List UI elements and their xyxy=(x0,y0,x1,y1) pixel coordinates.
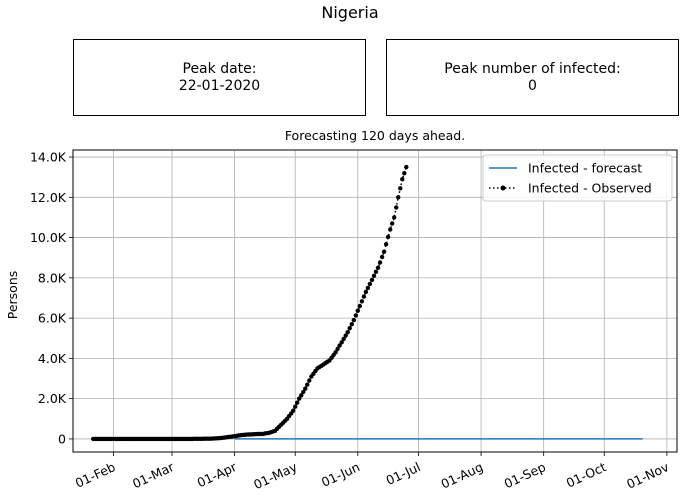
observed-point xyxy=(361,294,367,299)
observed-point xyxy=(396,195,401,200)
observed-point xyxy=(297,396,302,401)
plot-frame xyxy=(72,149,678,453)
legend-observed-marker xyxy=(500,185,506,191)
legend-entry-label: Infected - forecast xyxy=(528,161,642,176)
peak-infected-label: Peak number of infected: xyxy=(444,60,621,77)
x-tick-label: 01-Sep xyxy=(502,459,548,491)
observed-point xyxy=(333,350,338,355)
legend-entry-label: Infected - Observed xyxy=(528,181,652,196)
legend-box xyxy=(482,154,673,202)
observed-point xyxy=(343,333,348,338)
observed-point xyxy=(303,386,308,391)
y-tick-label: 12.0K xyxy=(30,190,67,205)
observed-point xyxy=(367,281,373,287)
y-axis-label: Persons xyxy=(5,271,20,320)
observed-point xyxy=(375,265,381,270)
observed-point xyxy=(355,308,360,313)
x-tick-label: 01-May xyxy=(251,459,300,492)
observed-point xyxy=(388,227,393,232)
chart-title: Forecasting 120 days ahead. xyxy=(285,128,465,143)
observed-point xyxy=(351,317,356,323)
observed-point xyxy=(359,299,365,304)
observed-point xyxy=(390,221,395,226)
observed-point xyxy=(373,269,379,274)
x-tick-label: 01-Aug xyxy=(439,459,486,491)
observed-point xyxy=(337,343,342,348)
peak-date-value: 22-01-2020 xyxy=(178,77,261,94)
y-tick-label: 8.0K xyxy=(38,270,67,285)
peak-date-box: Peak date: 22-01-2020 xyxy=(73,39,366,116)
x-tick-label: 01-Nov xyxy=(624,459,671,492)
observed-point xyxy=(349,322,354,327)
observed-point xyxy=(307,378,312,383)
y-tick-label: 6.0K xyxy=(38,311,67,326)
observed-point xyxy=(381,249,387,254)
observed-point xyxy=(371,273,377,278)
x-tick-label: 01-Mar xyxy=(130,459,177,492)
observed-point xyxy=(305,382,310,387)
legend: Infected - forecast Infected - Observed xyxy=(482,154,673,202)
observed-point xyxy=(301,389,306,395)
observed-point xyxy=(369,277,375,283)
observed-point xyxy=(392,215,397,220)
observed-point xyxy=(365,285,371,291)
observed-point xyxy=(335,346,340,352)
peak-infected-box: Peak number of infected: 0 xyxy=(386,39,679,116)
y-tick-label: 4.0K xyxy=(38,351,67,366)
observed-point xyxy=(404,164,409,170)
observed-point xyxy=(347,326,352,331)
observed-point xyxy=(377,260,383,265)
figure-title: Nigeria xyxy=(321,3,379,22)
observed-point xyxy=(363,289,369,295)
x-tick-label: 01-Apr xyxy=(195,459,240,491)
observed-point xyxy=(383,242,389,247)
series-layer xyxy=(91,164,643,442)
x-tick-label: 01-Feb xyxy=(73,459,118,491)
observed-point xyxy=(353,313,358,318)
y-tick-label: 0 xyxy=(58,431,66,446)
observed-series-line xyxy=(93,166,408,440)
y-tick-label: 2.0K xyxy=(38,391,67,406)
peak-date-label: Peak date: xyxy=(182,60,257,77)
observed-point xyxy=(341,336,346,342)
observed-point xyxy=(295,400,300,405)
observed-point xyxy=(402,171,407,176)
peak-infected-value: 0 xyxy=(528,77,537,94)
observed-point xyxy=(345,330,350,335)
observed-point xyxy=(293,404,298,409)
observed-point xyxy=(400,177,405,182)
x-tick-label: 01-Jul xyxy=(384,459,423,488)
x-tick-label: 01-Jun xyxy=(319,459,362,490)
observed-point xyxy=(339,340,344,345)
observed-point xyxy=(357,303,362,309)
x-tick-label: 01-Oct xyxy=(564,459,609,491)
observed-point xyxy=(291,408,296,413)
observed-point xyxy=(379,254,385,260)
observed-point xyxy=(394,205,399,210)
y-tick-label: 14.0K xyxy=(30,150,67,165)
observed-point xyxy=(385,234,391,240)
observed-point xyxy=(299,393,304,398)
y-tick-label: 10.0K xyxy=(30,230,67,245)
observed-point xyxy=(398,186,403,191)
